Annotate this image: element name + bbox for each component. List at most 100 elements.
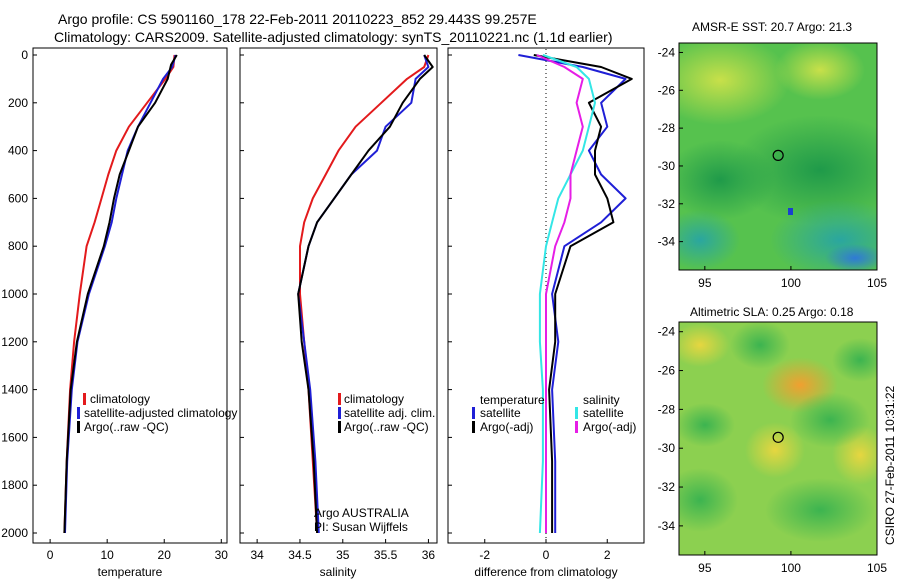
series-argo-raw-qc (297, 54, 434, 534)
series-climatology (299, 54, 430, 534)
sla-map (679, 322, 877, 555)
difference-legend: temperature satellite Argo(-adj) salinit… (472, 393, 636, 434)
legend-label-temp-argo: Argo(-adj) (480, 420, 533, 434)
legend-label-sal-argo: Argo(-adj) (583, 420, 636, 434)
map-y-tick-label: -30 (658, 159, 676, 173)
sst-map (679, 43, 877, 270)
sla-map-axes: 95 100 105 -24 -26 -28 -30 -32 -34 (658, 325, 888, 575)
series-salinity-argo-adj (536, 54, 584, 533)
y-tick-label: 0 (21, 48, 28, 62)
map-x-tick-label: 95 (698, 276, 712, 290)
x-tick-label: 35 (336, 548, 350, 562)
y-tick-label: 200 (8, 96, 28, 110)
y-tick-label: 1400 (1, 383, 28, 397)
x-tick-label: 36 (422, 548, 436, 562)
legend-swatch-satellite (338, 407, 341, 419)
depth-axis: 0 200 400 600 800 1000 1200 1400 1600 1800 2000 (1, 48, 452, 540)
annotation-argo-australia: Argo AUSTRALIA (314, 506, 409, 520)
sla-negative-patch (679, 468, 738, 532)
map-y-tick-label: -34 (658, 235, 676, 249)
legend-swatch-climatology (83, 393, 86, 405)
map-x-tick-label: 105 (867, 561, 887, 575)
sla-negative-patch (730, 322, 790, 369)
y-tick-label: 1200 (1, 335, 28, 349)
sst-map-title: AMSR-E SST: 20.7 Argo: 21.3 (692, 20, 852, 34)
sla-map-title: Altimetric SLA: 0.25 Argo: 0.18 (690, 305, 854, 319)
series-temperature-satellite (518, 54, 627, 533)
sst-map-frame (678, 42, 878, 271)
x-tick-label: -2 (479, 548, 490, 562)
legend-swatch-sal-satellite (575, 407, 578, 419)
x-axes: 0 10 20 30 34 34.5 35 35.5 36 -2 0 2 (47, 539, 611, 562)
x-tick-label: 34 (250, 548, 264, 562)
map-x-tick-label: 95 (698, 561, 712, 575)
x-tick-label: 2 (604, 548, 611, 562)
sla-negative-patch (790, 392, 870, 448)
legend-swatch-satellite (77, 407, 80, 419)
legend-title-temperature: temperature (480, 393, 545, 407)
series-satellite-adj-clim (297, 54, 430, 534)
map-y-tick-label: -30 (658, 441, 676, 455)
map-y-tick-label: -34 (658, 519, 676, 533)
sst-cold-spot (788, 208, 793, 215)
sst-cool-patch (679, 140, 775, 220)
x-tick-label: 10 (100, 548, 114, 562)
argo-position-marker (772, 431, 784, 443)
argo-position-marker (772, 149, 784, 161)
map-x-tick-label: 100 (781, 561, 801, 575)
sla-negative-patch (765, 478, 875, 542)
salinity-series (297, 54, 434, 534)
y-tick-label: 2000 (1, 526, 28, 540)
series-climatology (63, 54, 176, 534)
map-y-tick-label: -26 (658, 83, 676, 97)
sst-warm-patch (775, 43, 865, 100)
temperature-legend: climatology satellite-adjusted climatolo… (77, 392, 237, 434)
y-tick-label: 1600 (1, 430, 28, 444)
sla-map-frame (678, 321, 878, 556)
difference-series (518, 49, 633, 542)
map-x-tick-label: 100 (781, 276, 801, 290)
temperature-series (63, 54, 178, 534)
sst-warm-patch (679, 43, 790, 125)
legend-title-salinity: salinity (583, 393, 620, 407)
x-tick-label: 30 (215, 548, 229, 562)
salinity-legend: climatology satellite adj. clim. Argo(..… (338, 392, 435, 434)
legend-swatch-temp-argo (472, 421, 475, 433)
series-temperature-argo-adj (533, 54, 633, 533)
series-satellite-adjusted-climatology (64, 54, 177, 534)
legend-swatch-sal-argo (575, 421, 578, 433)
sla-positive-patch (745, 422, 805, 478)
map-y-tick-label: -32 (658, 480, 676, 494)
salinity-panel-frame (239, 47, 438, 544)
sst-coldest-patch (825, 244, 877, 270)
side-label: CSIRO 27-Feb-2011 10:31:22 (883, 385, 897, 545)
map-y-tick-label: -28 (658, 121, 676, 135)
y-tick-label: 400 (8, 144, 28, 158)
x-tick-label: 20 (158, 548, 172, 562)
legend-label-argo: Argo(..raw -QC) (84, 420, 169, 434)
legend-label-satellite: satellite adj. clim. (344, 406, 435, 420)
legend-label-temp-satellite: satellite (480, 406, 521, 420)
series-argo-raw-qc (63, 54, 178, 534)
annotation-pi: PI: Susan Wijffels (314, 520, 408, 534)
legend-label-argo: Argo(..raw -QC) (344, 420, 429, 434)
legend-swatch-climatology (338, 393, 341, 405)
temperature-axis-label: temperature (98, 565, 163, 579)
map-y-tick-label: -26 (658, 364, 676, 378)
map-y-tick-label: -24 (658, 325, 676, 339)
legend-label-satellite: satellite-adjusted climatology (84, 406, 237, 420)
difference-axis-label: difference from climatology (474, 565, 617, 579)
map-y-tick-label: -24 (658, 45, 676, 59)
x-tick-label: 35.5 (374, 548, 398, 562)
legend-label-climatology: climatology (344, 392, 404, 406)
map-y-tick-label: -32 (658, 197, 676, 211)
y-tick-label: 600 (8, 191, 28, 205)
x-tick-label: 34.5 (288, 548, 312, 562)
legend-label-climatology: climatology (90, 392, 150, 406)
temperature-panel-frame (32, 47, 228, 544)
legend-swatch-argo (338, 421, 341, 433)
legend-swatch-argo (77, 421, 80, 433)
legend-label-sal-satellite: satellite (583, 406, 624, 420)
x-tick-label: 0 (543, 548, 550, 562)
